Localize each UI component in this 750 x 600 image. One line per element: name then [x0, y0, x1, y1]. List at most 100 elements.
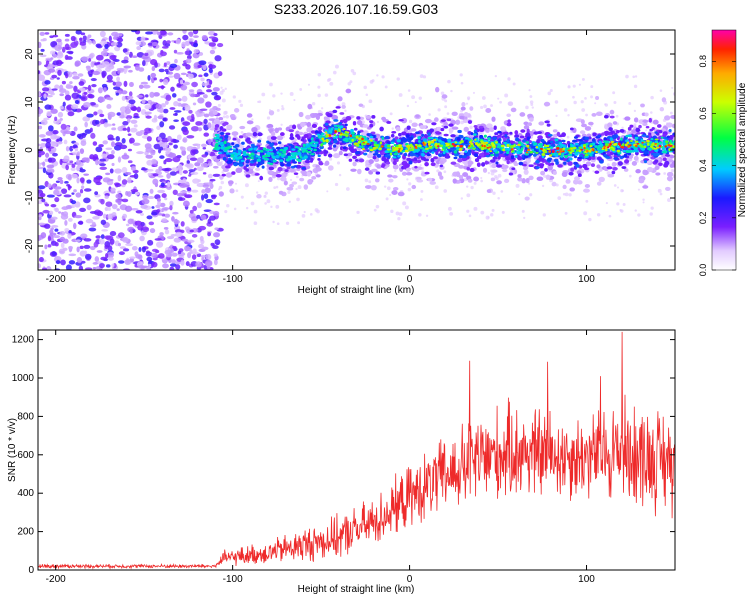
spectrogram-cell: [578, 138, 583, 142]
spectrogram-cell: [576, 170, 582, 175]
spectrogram-cell: [127, 177, 132, 184]
spectrogram-cell: [670, 115, 675, 120]
spectrogram-cell: [460, 106, 466, 111]
spectrogram-cell: [529, 100, 534, 104]
spectrogram-cell: [203, 118, 208, 125]
spectrogram-cell: [96, 210, 104, 217]
spectrogram-cell: [523, 121, 529, 126]
spectrogram-cell: [433, 156, 438, 160]
spectrogram-cell: [624, 159, 630, 164]
spectrogram-cell: [104, 43, 109, 50]
spectrogram-cell: [327, 165, 334, 171]
spectrogram-cell: [75, 239, 81, 242]
spectrogram-cell: [415, 131, 420, 135]
spectrogram-cell: [218, 185, 223, 190]
spectrogram-cell: [462, 154, 467, 159]
spectrogram-cell: [397, 217, 401, 221]
spectrogram-cell: [356, 116, 361, 120]
spectrogram-cell: [441, 94, 448, 99]
spectrogram-cell: [261, 165, 265, 169]
spectrogram-cell: [336, 161, 341, 165]
spectrogram-cell: [46, 167, 55, 173]
spectrogram-cell: [53, 189, 60, 196]
spectrogram-cell: [574, 142, 579, 146]
spectrogram-cell: [466, 193, 471, 198]
spectrogram-cell: [105, 201, 113, 208]
spectrogram-cell: [366, 149, 370, 152]
spectrogram-cell: [107, 245, 113, 251]
spectrogram-cell: [458, 175, 464, 180]
spectrogram-cell: [177, 98, 182, 102]
spectrogram-cell: [287, 190, 291, 194]
spectrogram-cell: [506, 160, 510, 165]
spectrogram-cell: [612, 91, 616, 95]
spectrogram-cell: [130, 208, 139, 211]
spectrogram-cell: [215, 107, 221, 112]
spectrogram-cell: [172, 113, 178, 116]
spectrogram-cell: [628, 102, 632, 105]
spectrogram-cell: [109, 55, 117, 61]
spectrogram-cell: [232, 137, 237, 141]
spectrogram-cell: [200, 77, 205, 82]
spectrogram-cell: [82, 116, 91, 122]
spectrogram-cell: [297, 151, 302, 155]
spectrogram-cell: [621, 166, 627, 169]
spectrogram-cell: [50, 57, 54, 60]
spectrogram-cell: [44, 203, 50, 207]
spectrogram-cell: [59, 158, 63, 166]
spectrogram-cell: [556, 131, 561, 137]
spectrogram-cell: [406, 157, 412, 162]
spectrogram-cell: [128, 99, 136, 105]
spectrogram-cell: [54, 228, 59, 232]
spectrogram-cell: [613, 152, 619, 155]
spectrogram-cell: [450, 89, 453, 93]
spectrogram-cell: [480, 210, 485, 215]
spectrogram-cell: [446, 118, 452, 122]
spectrogram-cell: [286, 186, 294, 191]
spectrogram-cell: [172, 211, 179, 215]
spectrogram-cell: [51, 88, 58, 91]
spectrogram-cell: [202, 172, 207, 175]
spectrogram-cell: [202, 146, 207, 150]
spectrogram-cell: [45, 131, 53, 136]
spectrogram-cell: [523, 125, 530, 130]
spectrogram-cell: [173, 100, 179, 107]
spectrogram-cell: [327, 142, 333, 145]
spectrogram-cell: [495, 161, 499, 165]
spectrogram-cell: [444, 155, 451, 159]
spectrogram-cell: [161, 193, 167, 199]
spectrogram-cell: [533, 131, 539, 135]
spectrogram-cell: [100, 50, 108, 57]
spectrogram-cell: [659, 89, 663, 92]
spectrogram-cell: [450, 134, 456, 138]
spectrogram-cell: [419, 198, 423, 201]
spectrogram-cell: [581, 133, 587, 138]
spectrogram-cell: [390, 209, 394, 214]
spectrogram-cell: [296, 135, 301, 140]
spectrogram-cell: [473, 181, 477, 185]
spectrogram-cell: [130, 119, 138, 124]
spectrogram-cell: [127, 148, 133, 152]
spectrogram-cell: [167, 135, 172, 142]
spectrogram-cell: [151, 248, 159, 253]
spectrogram-cell: [104, 244, 109, 250]
spectrogram-cell: [612, 121, 618, 125]
spectrogram-cell: [628, 149, 633, 153]
spectrogram-cell: [392, 160, 397, 166]
spectrogram-cell: [151, 211, 158, 216]
spectrogram-cell: [279, 159, 284, 162]
spectrogram-cell: [162, 117, 167, 122]
spectrogram-cell: [671, 162, 675, 168]
spectrogram-cell: [389, 149, 393, 153]
spectrogram-cell: [386, 120, 392, 124]
spectrogram-cell: [163, 227, 169, 230]
spectrogram-cell: [187, 252, 192, 259]
spectrogram-cell: [341, 104, 346, 109]
spectrogram-cell: [224, 110, 228, 115]
spectrogram-cell: [362, 105, 365, 108]
spectrogram-cell: [82, 35, 87, 41]
spectrogram-cell: [659, 107, 665, 112]
spectrogram-cell: [297, 149, 301, 153]
spectrogram-cell: [397, 154, 401, 158]
spectrogram-cell: [267, 141, 272, 145]
